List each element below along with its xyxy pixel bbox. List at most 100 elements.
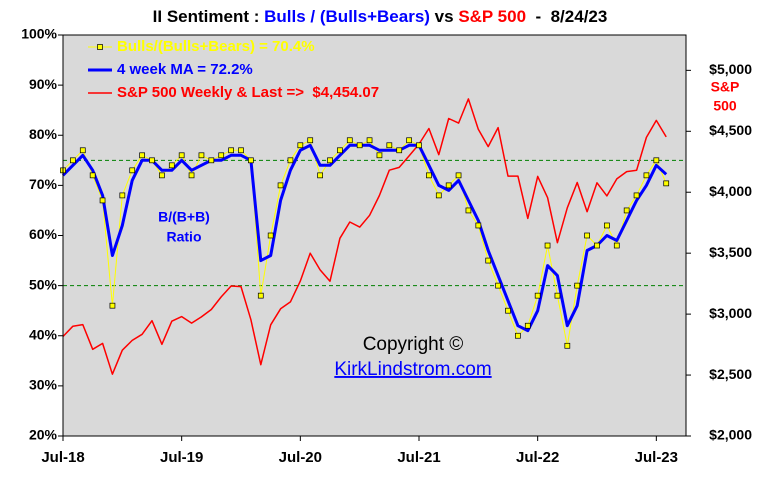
x-tick-label: Jul-22 [516, 449, 559, 466]
x-tick-label: Jul-21 [397, 449, 440, 466]
series-line [61, 143, 668, 333]
data-point [119, 192, 126, 199]
plot-area [63, 35, 686, 436]
data-point [574, 282, 581, 289]
data-point [594, 242, 600, 249]
y2-tick-label: $5,000 [709, 61, 752, 77]
data-point [653, 157, 660, 164]
data-point [346, 137, 353, 144]
data-point [159, 172, 165, 179]
data-point [366, 137, 373, 144]
y2-tick-label: $3,000 [709, 305, 752, 321]
data-point [218, 152, 225, 159]
data-point [584, 232, 590, 239]
y-tick-label: 90% [29, 76, 58, 92]
data-point [79, 147, 86, 154]
data-point [505, 307, 511, 314]
data-point [376, 152, 383, 159]
data-point [643, 172, 650, 179]
y-tick-label: 40% [29, 326, 58, 342]
legend-label: 4 week MA = 72.2% [117, 61, 253, 78]
data-point [257, 292, 264, 299]
data-point [99, 197, 106, 204]
y2-axis-label: 500 [713, 98, 737, 114]
data-point [475, 222, 482, 229]
data-point [307, 137, 314, 144]
plot-frame [62, 34, 687, 437]
data-point [485, 257, 492, 264]
data-point [129, 167, 136, 174]
data-point [663, 180, 670, 187]
data-point [277, 182, 284, 189]
data-point [228, 147, 234, 154]
data-point [623, 207, 630, 214]
data-point [89, 172, 96, 179]
y2-tick-label: $3,500 [709, 244, 752, 260]
x-tick-label: Jul-20 [279, 449, 322, 466]
data-point [554, 292, 561, 299]
data-point [613, 242, 620, 249]
y2-tick-label: $4,000 [709, 183, 752, 199]
data-point [267, 232, 274, 239]
data-point [188, 172, 195, 179]
data-point [416, 142, 422, 149]
data-point [465, 207, 472, 214]
annotation: Ratio [167, 229, 202, 245]
data-point [524, 322, 531, 329]
y-tick-label: 50% [29, 276, 58, 292]
title-part: vs [430, 7, 458, 26]
data-point [70, 157, 76, 164]
y-tick-label: 60% [29, 226, 58, 242]
title-part: Bulls / (Bulls+Bears) [264, 7, 430, 26]
data-point [109, 302, 116, 309]
data-point [445, 182, 452, 189]
data-point [317, 172, 323, 179]
data-point [168, 162, 175, 169]
data-point [455, 172, 462, 179]
data-point [327, 157, 333, 164]
data-point [248, 157, 254, 164]
data-point [139, 152, 145, 159]
y2-tick-label: $4,500 [709, 122, 752, 138]
data-point [198, 152, 205, 159]
data-point [297, 142, 304, 149]
y-tick-label: 70% [29, 176, 58, 192]
y2-axis-label: S&P [711, 79, 740, 95]
y-tick-label: 20% [29, 427, 58, 443]
site-link[interactable]: KirkLindstrom.com [334, 359, 491, 380]
data-point [564, 342, 571, 349]
data-point [426, 172, 432, 179]
data-point [406, 137, 412, 144]
title-part: - 8/24/23 [526, 7, 607, 26]
y2-tick-label: $2,500 [709, 366, 752, 382]
data-point [633, 192, 640, 199]
data-point [396, 147, 403, 154]
data-point [604, 222, 610, 229]
x-tick-label: Jul-19 [160, 449, 203, 466]
legend-label: S&P 500 Weekly & Last => $4,454.07 [117, 84, 379, 101]
copyright: Copyright © [363, 334, 464, 355]
x-tick-label: Jul-23 [635, 449, 678, 466]
title-part: II Sentiment : [153, 7, 264, 26]
y2-tick-label: $2,000 [709, 427, 752, 443]
data-point [337, 147, 343, 154]
y-tick-label: 30% [29, 377, 58, 393]
data-point [238, 147, 244, 154]
data-point [544, 242, 551, 249]
data-point [534, 292, 541, 299]
data-point [495, 282, 501, 289]
data-point [435, 192, 442, 199]
legend-marker [97, 44, 103, 50]
x-tick-label: Jul-18 [41, 449, 84, 466]
data-point [208, 157, 215, 164]
data-point [149, 157, 155, 164]
chart-title: II Sentiment : Bulls / (Bulls+Bears) vs … [153, 7, 608, 26]
data-point [386, 142, 393, 149]
legend-label: Bulls/(Bulls+Bears) = 70.4% [117, 38, 315, 55]
title-part: S&P 500 [458, 7, 526, 26]
y-tick-label: 100% [21, 26, 57, 42]
annotation: B/(B+B) [158, 209, 210, 225]
y-tick-label: 80% [29, 126, 58, 142]
data-point [287, 157, 294, 164]
